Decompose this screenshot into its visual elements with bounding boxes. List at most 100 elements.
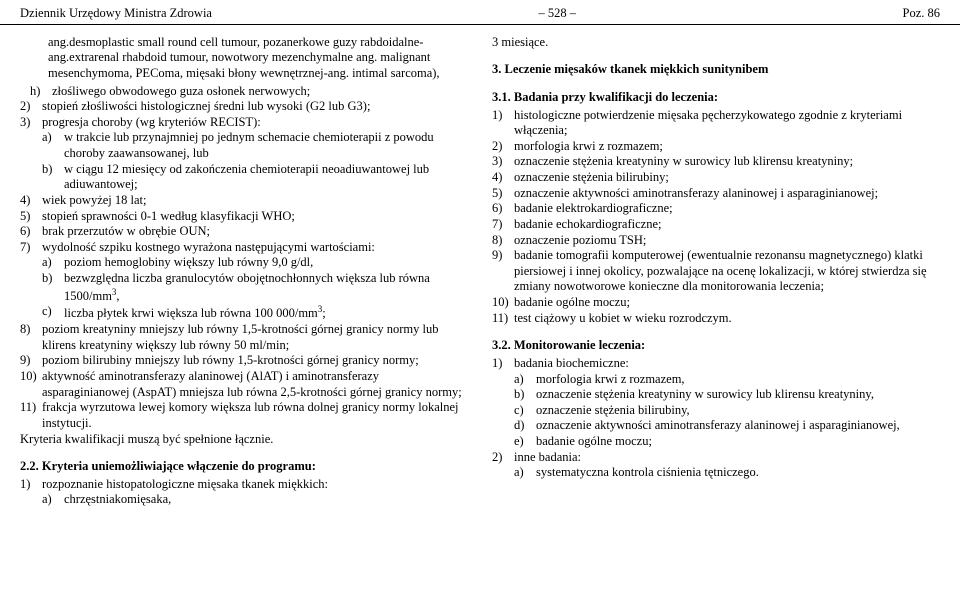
list-text: morfologia krwi z rozmazem; <box>514 139 940 155</box>
m-item-1c: c) oznaczenie stężenia bilirubiny, <box>514 403 940 419</box>
r-item-5: 5) oznaczenie aktywności aminotransferaz… <box>492 186 940 202</box>
list-marker: a) <box>42 130 64 161</box>
list-text: bezwzględna liczba granulocytów obojętno… <box>64 271 468 304</box>
list-marker: 7) <box>20 240 42 256</box>
list-marker: 4) <box>492 170 514 186</box>
list-text: aktywność aminotransferazy alaninowej (A… <box>42 369 468 400</box>
list-text: systematyczna kontrola ciśnienia tętnicz… <box>536 465 940 481</box>
list-text: w ciągu 12 miesięcy od zakończenia chemi… <box>64 162 468 193</box>
list-item-10: 10) aktywność aminotransferazy alaninowe… <box>20 369 468 400</box>
list-item-7: 7) wydolność szpiku kostnego wyrażona na… <box>20 240 468 256</box>
list-marker: 6) <box>492 201 514 217</box>
m-item-1a: a) morfologia krwi z rozmazem, <box>514 372 940 388</box>
list-marker: 1) <box>20 477 42 493</box>
list-text: oznaczenie poziomu TSH; <box>514 233 940 249</box>
list-item-7c: c) liczba płytek krwi większa lub równa … <box>42 304 468 322</box>
list-item-9: 9) poziom bilirubiny mniejszy lub równy … <box>20 353 468 369</box>
page-body: ang.desmoplastic small round cell tumour… <box>0 25 960 508</box>
list-marker: 1) <box>492 108 514 139</box>
section-heading-31: 3.1. Badania przy kwalifikacji do leczen… <box>492 90 940 106</box>
r-item-2: 2) morfologia krwi z rozmazem; <box>492 139 940 155</box>
list-marker: 11) <box>492 311 514 327</box>
list-text: badania biochemiczne: <box>514 356 940 372</box>
list-text: liczba płytek krwi większa lub równa 100… <box>64 304 468 322</box>
list-marker: d) <box>514 418 536 434</box>
list-marker: 6) <box>20 224 42 240</box>
list-marker: 1) <box>492 356 514 372</box>
list-item-4: 4) wiek powyżej 18 lat; <box>20 193 468 209</box>
r-item-6: 6) badanie elektrokardiograficzne; <box>492 201 940 217</box>
r-item-3: 3) oznaczenie stężenia kreatyniny w suro… <box>492 154 940 170</box>
header-right: Poz. 86 <box>903 6 941 22</box>
list-marker: b) <box>42 271 64 304</box>
r-item-1: 1) histologiczne potwierdzenie mięsaka p… <box>492 108 940 139</box>
list-marker: 2) <box>20 99 42 115</box>
list-text: histologiczne potwierdzenie mięsaka pęch… <box>514 108 940 139</box>
list-text: poziom kreatyniny mniejszy lub równy 1,5… <box>42 322 468 353</box>
r-item-8: 8) oznaczenie poziomu TSH; <box>492 233 940 249</box>
list-marker: 11) <box>20 400 42 431</box>
list-text: rozpoznanie histopatologiczne mięsaka tk… <box>42 477 468 493</box>
list-text: badanie echokardiograficzne; <box>514 217 940 233</box>
list-marker: 5) <box>20 209 42 225</box>
list-item-22-1: 1) rozpoznanie histopatologiczne mięsaka… <box>20 477 468 493</box>
list-item-7a: a) poziom hemoglobiny większy lub równy … <box>42 255 468 271</box>
list-marker: h) <box>20 84 52 100</box>
list-text: oznaczenie stężenia kreatyniny w surowic… <box>536 387 940 403</box>
r-item-4: 4) oznaczenie stężenia bilirubiny; <box>492 170 940 186</box>
list-item-8: 8) poziom kreatyniny mniejszy lub równy … <box>20 322 468 353</box>
list-text: morfologia krwi z rozmazem, <box>536 372 940 388</box>
list-item-3: 3) progresja choroby (wg kryteriów RECIS… <box>20 115 468 131</box>
list-text: poziom hemoglobiny większy lub równy 9,0… <box>64 255 468 271</box>
list-text: brak przerzutów w obrębie OUN; <box>42 224 468 240</box>
list-marker: a) <box>514 465 536 481</box>
list-text: stopień złośliwości histologicznej średn… <box>42 99 468 115</box>
header-left: Dziennik Urzędowy Ministra Zdrowia <box>20 6 212 22</box>
list-marker: 3) <box>20 115 42 131</box>
r-item-9: 9) badanie tomografii komputerowej (ewen… <box>492 248 940 295</box>
list-text: badanie ogólne moczu; <box>536 434 940 450</box>
list-text: test ciążowy u kobiet w wieku rozrodczym… <box>514 311 940 327</box>
list-text: badanie ogólne moczu; <box>514 295 940 311</box>
m-item-1d: d) oznaczenie aktywności aminotransferaz… <box>514 418 940 434</box>
list-marker: 10) <box>20 369 42 400</box>
paragraph: ang.desmoplastic small round cell tumour… <box>20 35 468 82</box>
list-text: oznaczenie aktywności aminotransferazy a… <box>514 186 940 202</box>
list-marker: 3) <box>492 154 514 170</box>
header-center: – 528 – <box>538 6 576 22</box>
list-marker: a) <box>42 492 64 508</box>
list-item-3b: b) w ciągu 12 miesięcy od zakończenia ch… <box>42 162 468 193</box>
right-column: 3 miesiące. 3. Leczenie mięsaków tkanek … <box>480 35 940 508</box>
list-text: chrzęstniakomięsaka, <box>64 492 468 508</box>
list-text: wiek powyżej 18 lat; <box>42 193 468 209</box>
list-item-h: h) złośliwego obwodowego guza osłonek ne… <box>20 84 468 100</box>
m-item-2a: a) systematyczna kontrola ciśnienia tętn… <box>514 465 940 481</box>
list-text: progresja choroby (wg kryteriów RECIST): <box>42 115 468 131</box>
list-text: złośliwego obwodowego guza osłonek nerwo… <box>52 84 468 100</box>
list-marker: a) <box>514 372 536 388</box>
left-column: ang.desmoplastic small round cell tumour… <box>20 35 480 508</box>
section-heading-32: 3.2. Monitorowanie leczenia: <box>492 338 940 354</box>
list-text: wydolność szpiku kostnego wyrażona nastę… <box>42 240 468 256</box>
list-text: frakcja wyrzutowa lewej komory większa l… <box>42 400 468 431</box>
list-marker: 9) <box>492 248 514 295</box>
r-item-11: 11) test ciążowy u kobiet w wieku rozrod… <box>492 311 940 327</box>
m-item-1: 1) badania biochemiczne: <box>492 356 940 372</box>
list-marker: 10) <box>492 295 514 311</box>
list-item-3a: a) w trakcie lub przynajmniej po jednym … <box>42 130 468 161</box>
list-text: oznaczenie stężenia bilirubiny; <box>514 170 940 186</box>
list-marker: 9) <box>20 353 42 369</box>
list-text: oznaczenie aktywności aminotransferazy a… <box>536 418 940 434</box>
page-header: Dziennik Urzędowy Ministra Zdrowia – 528… <box>0 0 960 25</box>
list-marker: c) <box>514 403 536 419</box>
list-text: badanie tomografii komputerowej (ewentua… <box>514 248 940 295</box>
list-marker: b) <box>514 387 536 403</box>
paragraph-criteria: Kryteria kwalifikacji muszą być spełnion… <box>20 432 468 448</box>
list-marker: a) <box>42 255 64 271</box>
list-text: oznaczenie stężenia kreatyniny w surowic… <box>514 154 940 170</box>
list-marker: c) <box>42 304 64 322</box>
list-item-5: 5) stopień sprawności 0-1 według klasyfi… <box>20 209 468 225</box>
r-item-10: 10) badanie ogólne moczu; <box>492 295 940 311</box>
m-item-2: 2) inne badania: <box>492 450 940 466</box>
list-marker: 8) <box>492 233 514 249</box>
